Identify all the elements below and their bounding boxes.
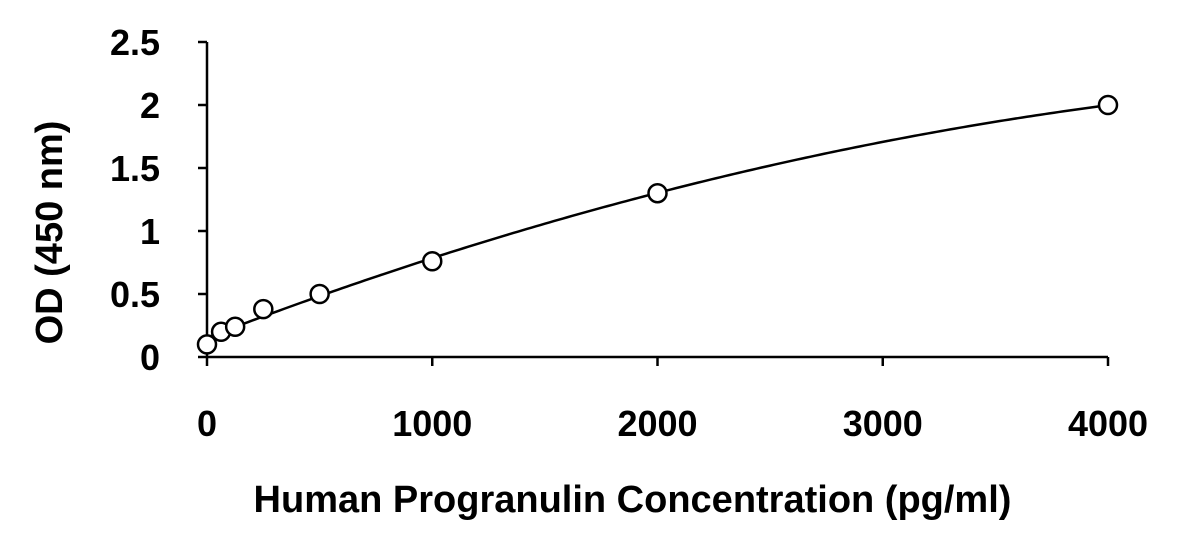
data-point bbox=[196, 334, 218, 355]
x-axis-ticks: 0 1000 2000 3000 4000 bbox=[197, 357, 1148, 444]
data-point bbox=[224, 316, 246, 338]
y-axis-title: OD (450 nm) bbox=[29, 121, 71, 345]
data-point bbox=[309, 283, 330, 305]
x-axis-title: Human Progranulin Concentration (pg/ml) bbox=[254, 479, 1012, 521]
y-tick-label: 0 bbox=[140, 337, 160, 378]
x-tick-label: 2000 bbox=[617, 403, 697, 444]
data-point bbox=[422, 250, 443, 272]
x-tick-label: 0 bbox=[197, 403, 217, 444]
x-tick-label: 4000 bbox=[1068, 403, 1148, 444]
x-tick-label: 1000 bbox=[392, 403, 472, 444]
y-tick-label: 0.5 bbox=[110, 274, 160, 315]
y-tick-label: 2 bbox=[140, 85, 160, 126]
data-point bbox=[647, 182, 668, 204]
fit-curve bbox=[206, 103, 1109, 339]
y-tick-label: 2.5 bbox=[110, 22, 160, 63]
y-axis-ticks: 0 0.5 1 1.5 2 2.5 bbox=[110, 22, 207, 378]
y-tick-label: 1.5 bbox=[110, 148, 160, 189]
x-tick-label: 3000 bbox=[843, 403, 923, 444]
data-points bbox=[196, 94, 1119, 355]
data-point bbox=[253, 298, 274, 320]
data-point bbox=[1097, 94, 1119, 116]
y-tick-label: 1 bbox=[140, 211, 160, 252]
